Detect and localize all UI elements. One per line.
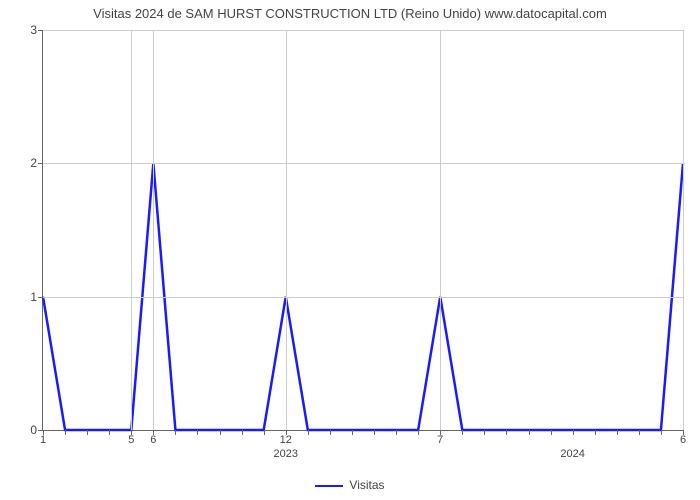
x-tick-mark — [418, 430, 419, 435]
x-tick-mark — [264, 430, 265, 435]
x-tick-mark — [440, 430, 441, 435]
grid-line-v — [131, 30, 132, 430]
y-tick-mark — [38, 297, 43, 298]
x-tick-mark — [242, 430, 243, 435]
x-tick-mark — [396, 430, 397, 435]
y-tick-mark — [38, 163, 43, 164]
grid-line-v — [286, 30, 287, 430]
y-tick-mark — [38, 30, 43, 31]
grid-line-h — [43, 30, 683, 31]
grid-line-h — [43, 163, 683, 164]
x-tick-mark — [484, 430, 485, 435]
x-tick-mark — [661, 430, 662, 435]
x-tick-mark — [87, 430, 88, 435]
x-tick-mark — [197, 430, 198, 435]
grid-line-v — [440, 30, 441, 430]
x-tick-mark — [109, 430, 110, 435]
chart-container: Visitas 2024 de SAM HURST CONSTRUCTION L… — [0, 0, 700, 500]
x-tick-mark — [551, 430, 552, 435]
x-tick-mark — [352, 430, 353, 435]
x-tick-label: 6 — [150, 434, 156, 446]
x-tick-mark — [153, 430, 154, 435]
x-tick-mark — [573, 430, 574, 435]
x-tick-mark — [131, 430, 132, 435]
x-tick-label: 1 — [40, 434, 46, 446]
x-tick-mark — [65, 430, 66, 435]
x-tick-mark — [506, 430, 507, 435]
x-tick-mark — [286, 430, 287, 435]
x-tick-mark — [220, 430, 221, 435]
x-tick-mark — [639, 430, 640, 435]
x-tick-mark — [308, 430, 309, 435]
x-tick-mark — [43, 430, 44, 435]
legend-swatch — [315, 485, 343, 487]
x-tick-mark — [374, 430, 375, 435]
x-tick-label-year: 2023 — [274, 448, 298, 460]
x-tick-mark — [617, 430, 618, 435]
y-tick-label: 0 — [30, 423, 37, 437]
grid-line-v — [153, 30, 154, 430]
x-tick-mark — [175, 430, 176, 435]
x-tick-label: 12 — [280, 434, 292, 446]
x-tick-label: 7 — [437, 434, 443, 446]
y-tick-label: 1 — [30, 290, 37, 304]
grid-line-h — [43, 297, 683, 298]
chart-title: Visitas 2024 de SAM HURST CONSTRUCTION L… — [0, 6, 700, 21]
grid-line-v — [683, 30, 684, 430]
x-tick-mark — [462, 430, 463, 435]
plot-area: 0123156127620232024 — [42, 30, 683, 431]
x-tick-mark — [683, 430, 684, 435]
x-tick-mark — [529, 430, 530, 435]
y-tick-label: 3 — [30, 23, 37, 37]
series-line — [43, 30, 683, 430]
x-tick-label: 5 — [128, 434, 134, 446]
y-tick-label: 2 — [30, 156, 37, 170]
x-tick-mark — [330, 430, 331, 435]
legend: Visitas — [0, 478, 700, 492]
x-tick-label-year: 2024 — [560, 448, 584, 460]
x-tick-label: 6 — [680, 434, 686, 446]
legend-label: Visitas — [349, 478, 384, 492]
x-tick-mark — [595, 430, 596, 435]
